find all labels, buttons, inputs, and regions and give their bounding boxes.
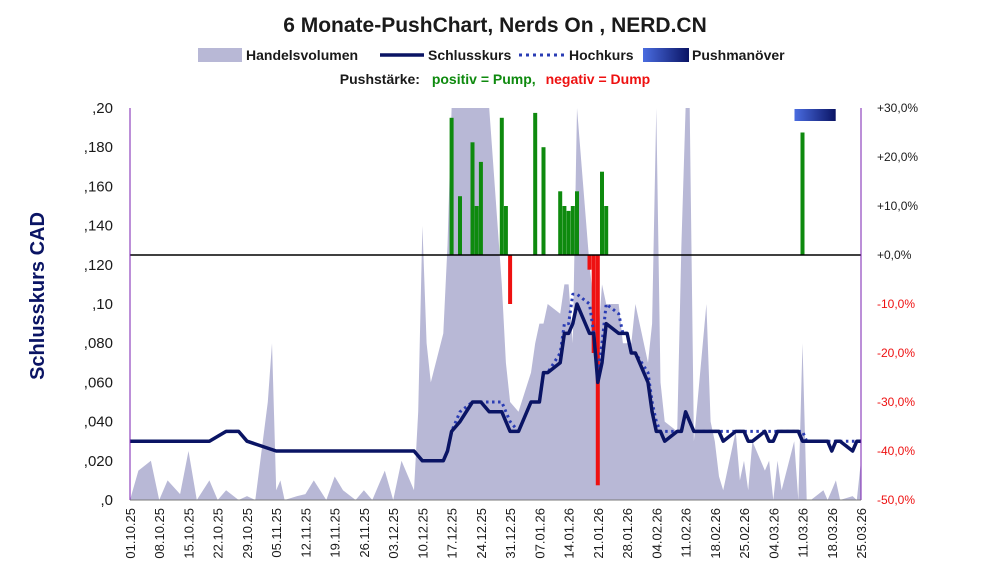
pump-bar (449, 117, 454, 255)
price-lines-layer (130, 292, 861, 463)
x-tick-label: 11.03.26 (796, 508, 811, 558)
pump-bar (470, 142, 475, 255)
y-tick-label: ,080 (84, 335, 113, 352)
chart-title: 6 Monate-PushChart, Nerds On , NERD.CN (283, 14, 707, 37)
x-tick-label: 24.12.25 (474, 508, 489, 559)
y2-tick-label: -20,0% (877, 346, 915, 360)
y-tick-label: ,060 (84, 374, 113, 391)
pump-bar (604, 206, 609, 255)
pump-bar (474, 206, 479, 255)
x-tick-label: 15.10.25 (182, 508, 197, 559)
pump-bar (503, 206, 508, 255)
pump-bar (478, 161, 483, 255)
legend-swatch-push (643, 48, 689, 62)
x-tick-label: 05.11.25 (269, 508, 284, 558)
push-bars-layer (449, 112, 805, 486)
legend-swatch-volume (198, 48, 242, 62)
x-tick-label: 22.10.25 (211, 508, 226, 559)
x-tick-label: 10.12.25 (415, 508, 430, 559)
y-tick-label: ,160 (84, 178, 113, 195)
legend-label-high: Hochkurs (569, 47, 634, 63)
x-tick-label: 21.01.26 (591, 508, 606, 559)
x-tick-label: 26.11.25 (357, 508, 372, 558)
y2-tick-label: +30,0% (877, 101, 918, 115)
y-tick-label: ,20 (92, 100, 113, 117)
x-tick-label: 04.02.26 (649, 508, 664, 559)
legend-label-close: Schlusskurs (428, 47, 511, 63)
y2-tick-label: +20,0% (877, 150, 918, 164)
x-tick-label: 25.02.26 (737, 508, 752, 559)
dump-bar (591, 255, 596, 353)
y2-tick-label: -30,0% (877, 395, 915, 409)
x-tick-label: 04.03.26 (766, 508, 781, 559)
y2-tick-labels: -50,0% -40,0% -30,0% -20,0% -10,0% +0,0% +10,0… (877, 101, 918, 507)
x-tick-label: 25.03.26 (854, 508, 869, 559)
pump-bar (600, 171, 604, 255)
volume-area-layer (130, 108, 861, 500)
y2-tick-label: -10,0% (877, 297, 915, 311)
pump-bar (575, 191, 579, 255)
y-tick-label: ,120 (84, 257, 113, 274)
pump-bar (499, 117, 504, 255)
dump-bar (508, 255, 513, 304)
x-tick-label: 19.11.25 (328, 508, 343, 558)
y2-tick-label: -40,0% (877, 444, 915, 458)
x-tick-label: 18.03.26 (825, 508, 840, 559)
y2-tick-label: -50,0% (877, 493, 915, 507)
pump-bar (533, 112, 538, 256)
x-tick-label: 07.01.26 (532, 508, 547, 559)
push-subtitle-label: Pushstärke: (340, 71, 420, 87)
pump-bar (566, 210, 571, 255)
x-tick-label: 14.01.26 (562, 508, 577, 559)
x-tick-label: 28.01.26 (620, 508, 635, 559)
x-tick-label: 08.10.25 (152, 508, 167, 559)
y2-tick-label: +0,0% (877, 248, 912, 262)
legend-label-push: Pushmanöver (692, 47, 785, 63)
x-tick-labels: 01.10.25 08.10.25 15.10.25 22.10.25 29.10.25… (123, 508, 869, 559)
x-tick-label: 18.02.26 (708, 508, 723, 559)
y-tick-label: ,10 (92, 296, 113, 313)
x-tick-label: 12.11.25 (298, 508, 313, 558)
x-tick-label: 29.10.25 (240, 508, 255, 559)
pushmanoever-marker (794, 109, 836, 121)
y-tick-label: ,140 (84, 218, 113, 235)
x-tick-label: 01.10.25 (123, 508, 138, 559)
pump-bar (458, 196, 462, 255)
legend-label-volume: Handelsvolumen (246, 47, 358, 63)
pump-bar (562, 206, 567, 255)
close-price-line (130, 302, 861, 463)
legend: Handelsvolumen Schlusskurs Hochkurs Push… (198, 47, 785, 63)
dump-bar (587, 255, 592, 270)
push-subtitle-positive: positiv = Pump, (432, 71, 536, 87)
pump-bar (570, 206, 575, 255)
y-tick-label: ,020 (84, 453, 113, 470)
y-tick-label: ,0 (100, 492, 113, 509)
x-tick-label: 11.02.26 (679, 508, 694, 558)
y-tick-label: ,040 (84, 414, 113, 431)
volume-area (130, 108, 861, 500)
push-subtitle-negative: negativ = Dump (546, 71, 651, 87)
pump-bar (541, 147, 546, 255)
x-tick-label: 17.12.25 (445, 508, 460, 559)
x-tick-label: 31.12.25 (503, 508, 518, 559)
pump-bar (558, 191, 563, 255)
y-tick-labels: ,0 ,020 ,040 ,060 ,080 ,10 ,120 ,140 ,160 ,180 ,20 (84, 100, 113, 509)
y-tick-label: ,180 (84, 139, 113, 156)
y-axis-label: Schlusskurs CAD (27, 212, 49, 380)
push-subtitle: Pushstärke: positiv = Pump, negativ = Du… (340, 71, 650, 87)
y2-tick-label: +10,0% (877, 199, 918, 213)
pump-bar (800, 132, 805, 255)
x-tick-label: 03.12.25 (386, 508, 401, 559)
